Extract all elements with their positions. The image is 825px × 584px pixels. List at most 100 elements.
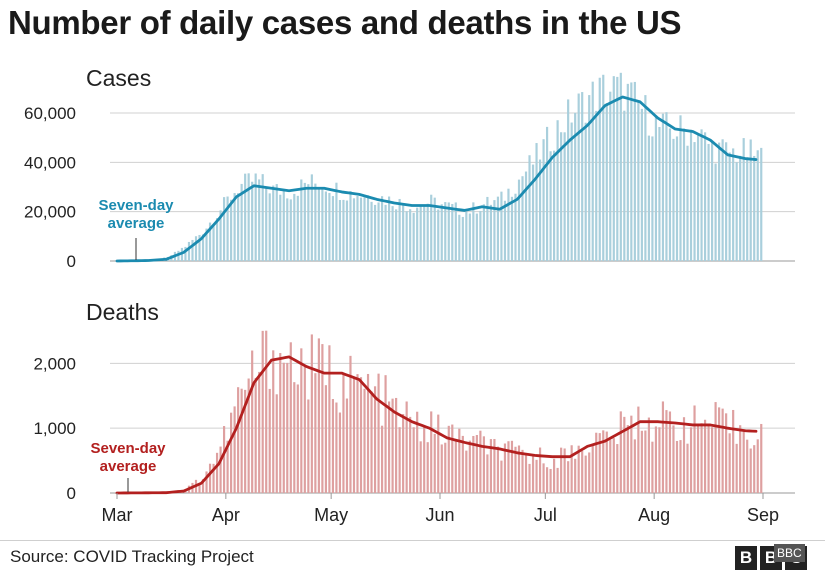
daily-bar (349, 355, 352, 493)
daily-bar (742, 431, 745, 493)
daily-bar (756, 439, 759, 493)
daily-bar (542, 139, 545, 261)
cases-panel-title: Cases (86, 65, 151, 91)
daily-bar (331, 196, 335, 261)
daily-bar (556, 120, 559, 261)
daily-bar (366, 373, 370, 493)
daily-bar (377, 373, 380, 493)
daily-bar (563, 132, 566, 261)
daily-bar (472, 202, 475, 261)
daily-bar (331, 399, 335, 493)
daily-bar (447, 425, 450, 493)
source-note: Source: COVID Tracking Project (10, 547, 254, 566)
daily-bar (265, 186, 268, 261)
daily-bar (272, 185, 275, 261)
daily-bar (647, 135, 650, 261)
daily-bar (591, 81, 594, 261)
daily-bar (345, 200, 349, 261)
daily-bar (507, 188, 510, 261)
daily-bar (412, 212, 415, 261)
daily-bar (237, 387, 240, 493)
daily-bar (268, 388, 271, 493)
daily-bar (244, 389, 247, 493)
daily-bar (286, 198, 289, 261)
daily-bar (605, 431, 608, 493)
daily-bar (395, 397, 398, 493)
daily-bar (233, 193, 236, 261)
daily-bar (517, 445, 521, 493)
daily-bar (612, 438, 615, 493)
daily-bar (391, 398, 394, 493)
daily-bar (398, 427, 401, 493)
daily-bar (528, 155, 531, 261)
daily-bar (482, 204, 485, 261)
daily-bar (303, 365, 306, 493)
daily-bar (454, 202, 457, 261)
chart-title: Number of daily cases and deaths in the … (8, 4, 682, 41)
daily-bar (377, 202, 380, 261)
daily-bar (272, 350, 275, 493)
daily-bar (314, 183, 317, 261)
daily-bar (693, 405, 696, 493)
daily-bar (549, 151, 552, 261)
daily-bar (654, 426, 658, 493)
daily-bar (307, 399, 310, 493)
daily-bar (524, 171, 528, 261)
daily-bar (570, 445, 573, 493)
daily-bar (703, 132, 707, 261)
daily-bar (640, 430, 643, 493)
daily-bar (286, 362, 289, 493)
daily-bar (416, 207, 419, 261)
daily-bar (500, 191, 503, 261)
daily-bar (749, 139, 752, 261)
daily-bar (187, 241, 191, 261)
daily-bar (321, 188, 324, 261)
daily-bar (584, 122, 587, 262)
daily-bar (405, 401, 408, 493)
daily-bar (493, 200, 496, 261)
daily-bar (623, 110, 626, 262)
daily-bar (184, 246, 187, 261)
daily-bar (475, 434, 478, 493)
daily-bar (696, 424, 700, 493)
daily-bar (728, 433, 731, 493)
daily-bar (626, 83, 629, 261)
daily-bar (465, 211, 468, 261)
daily-bar (314, 373, 317, 493)
daily-bar (735, 162, 738, 261)
daily-bar (644, 95, 647, 261)
daily-bar (602, 430, 605, 493)
daily-bar (465, 450, 468, 493)
daily-bar (412, 427, 415, 493)
daily-bar (602, 74, 605, 261)
daily-bar (626, 425, 629, 493)
daily-bar (261, 174, 264, 261)
daily-bar (686, 145, 689, 261)
daily-bar (686, 443, 689, 493)
daily-bar (647, 417, 650, 493)
daily-bar (451, 424, 454, 493)
daily-bar (689, 129, 693, 261)
daily-bar (749, 448, 752, 493)
daily-bar (388, 401, 391, 493)
daily-bar (574, 458, 577, 493)
daily-bar (651, 441, 654, 493)
daily-bar (198, 234, 201, 261)
daily-bar (535, 143, 538, 261)
daily-bar (345, 398, 349, 493)
daily-bar (598, 433, 601, 493)
daily-bar (222, 426, 226, 493)
daily-bar (609, 439, 612, 493)
daily-bar (714, 163, 717, 261)
daily-bar (307, 184, 310, 261)
daily-bar (391, 206, 394, 261)
x-tick-label: Jun (425, 505, 454, 525)
x-tick-label: Apr (212, 505, 240, 525)
daily-bar (531, 455, 535, 493)
daily-bar (373, 204, 377, 261)
y-tick-label: 40,000 (24, 153, 76, 172)
daily-bar (542, 463, 545, 493)
annotation-label: Seven-day (98, 197, 174, 214)
x-tick-label: Mar (102, 505, 133, 525)
